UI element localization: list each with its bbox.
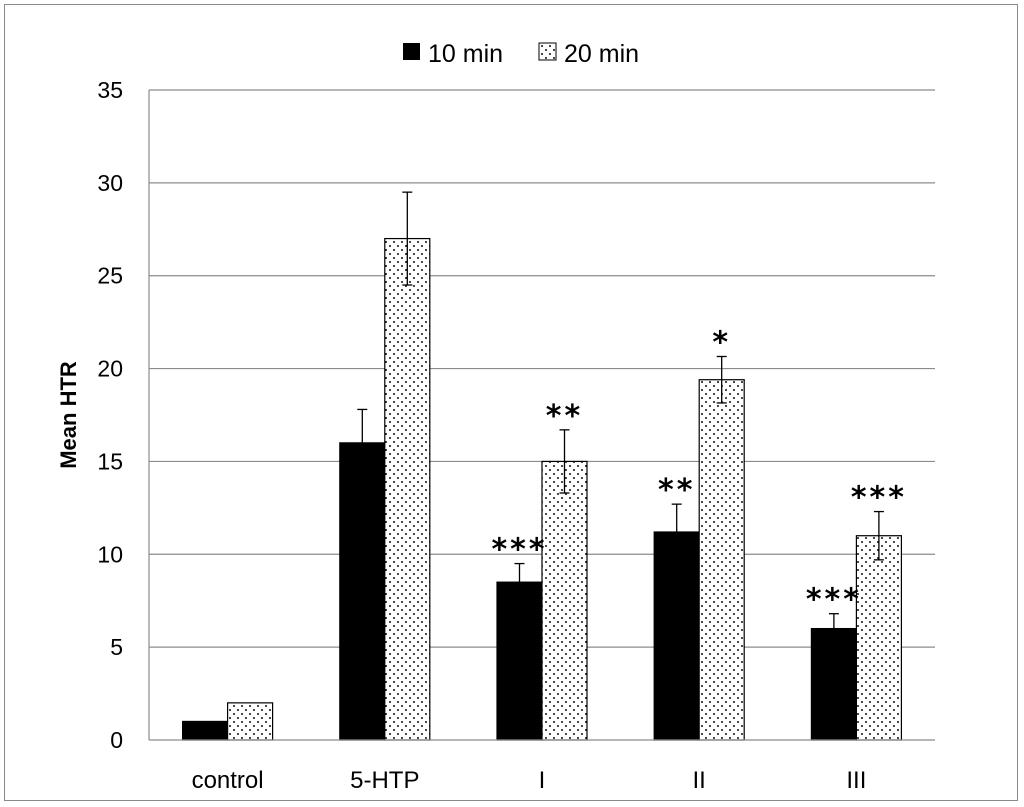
legend-swatch-20min xyxy=(538,42,557,61)
bar-10min-1 xyxy=(339,442,386,741)
bar-20min-3 xyxy=(698,379,745,741)
bar-20min-0 xyxy=(227,702,274,741)
legend-swatch-10min xyxy=(403,43,420,60)
legend: 10 min 20 min xyxy=(403,40,639,68)
y-tick-label-25: 25 xyxy=(97,263,123,289)
significance-0-4: *** xyxy=(806,583,862,618)
significance-1-2: ** xyxy=(546,399,583,434)
axes xyxy=(148,90,935,741)
significance-1-3: * xyxy=(712,326,731,361)
bar-10min-3 xyxy=(653,531,700,741)
bar-10min-4 xyxy=(810,627,858,741)
y-axis-ticks: 0 5 10 15 20 25 30 35 xyxy=(97,77,123,753)
significance-0-3: ** xyxy=(658,473,695,508)
y-tick-label-30: 30 xyxy=(97,170,123,196)
y-tick-label-0: 0 xyxy=(110,727,123,753)
x-tick-label-1: 5-HTP xyxy=(350,767,419,794)
bar-10min-0 xyxy=(182,720,229,741)
bar-20min-4 xyxy=(855,535,903,741)
bar-20min-1 xyxy=(384,237,431,741)
y-axis-title: Mean HTR xyxy=(56,361,81,469)
bar-10min-2 xyxy=(496,581,543,741)
x-tick-label-3: II xyxy=(693,767,706,794)
y-tick-label-15: 15 xyxy=(97,448,123,474)
error-bars xyxy=(357,191,884,645)
x-tick-label-0: control xyxy=(192,767,264,794)
y-tick-label-5: 5 xyxy=(110,634,123,660)
gridlines xyxy=(149,89,935,648)
legend-label-20min: 20 min xyxy=(564,40,639,68)
bars xyxy=(182,237,903,741)
y-tick-label-35: 35 xyxy=(97,77,123,103)
y-tick-label-20: 20 xyxy=(97,356,123,382)
y-tick-label-10: 10 xyxy=(97,541,123,567)
x-tick-label-2: I xyxy=(539,767,546,794)
significance-1-4: *** xyxy=(851,481,907,516)
legend-label-10min: 10 min xyxy=(428,40,503,68)
significance-markers: ************** xyxy=(491,326,907,618)
significance-0-2: *** xyxy=(491,533,547,568)
x-tick-label-4: III xyxy=(846,767,866,794)
x-axis-labels: control 5-HTP I II III xyxy=(192,767,867,794)
bar-20min-2 xyxy=(541,460,588,741)
